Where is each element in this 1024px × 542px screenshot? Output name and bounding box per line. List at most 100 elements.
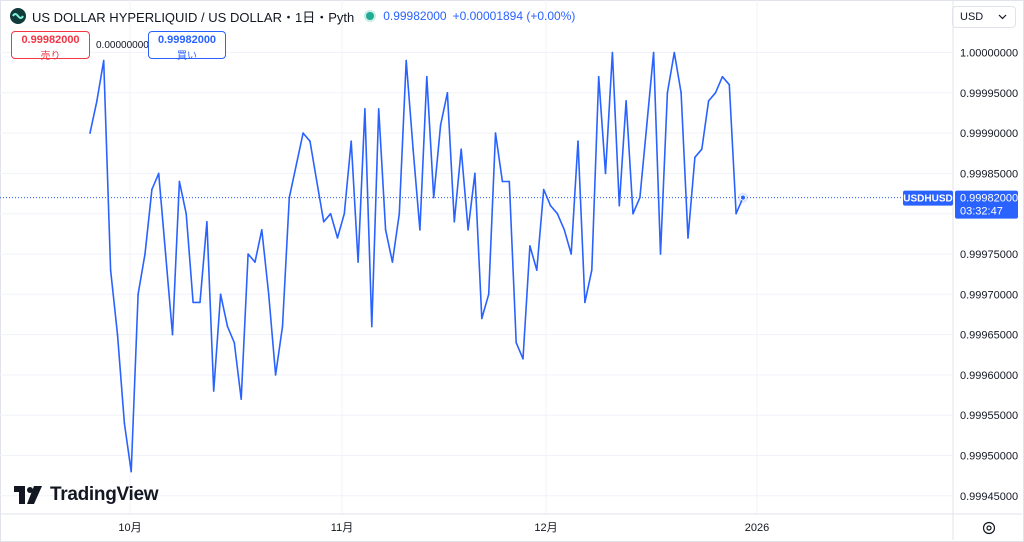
data-point xyxy=(549,204,552,207)
logo-text: TradingView xyxy=(50,484,159,505)
currency-selector[interactable]: USD xyxy=(952,6,1016,28)
y-tick-label: 0.99990000 xyxy=(960,128,1018,140)
data-point xyxy=(728,83,731,86)
data-point xyxy=(391,261,394,263)
data-point xyxy=(556,212,559,215)
data-point xyxy=(384,229,387,231)
tradingview-logo[interactable]: TradingView xyxy=(14,484,159,506)
data-point xyxy=(185,212,188,215)
tradingview-logo-icon xyxy=(14,486,42,504)
data-point xyxy=(639,196,641,199)
buy-button[interactable]: 0.99982000 買い xyxy=(148,31,226,62)
data-point xyxy=(487,293,490,296)
data-point xyxy=(652,51,655,54)
x-tick-label: 11月 xyxy=(331,522,353,534)
data-point xyxy=(474,172,476,175)
data-point xyxy=(336,237,339,239)
symbol-title[interactable]: US DOLLAR HYPERLIQUID / US DOLLAR・1日・Pyt… xyxy=(32,9,355,25)
data-point xyxy=(659,253,662,255)
price-axis: 1.00000000 0.99995000 0.99990000 0.99985000… xyxy=(960,48,1018,503)
data-point xyxy=(116,333,119,336)
data-point xyxy=(240,398,243,400)
data-point xyxy=(721,75,724,78)
sell-label: 売り xyxy=(40,51,61,62)
data-point xyxy=(645,124,648,126)
data-point xyxy=(666,92,669,94)
data-point xyxy=(426,75,428,78)
data-point xyxy=(164,253,167,255)
data-point xyxy=(529,245,531,247)
data-point xyxy=(137,293,139,296)
last-point-marker xyxy=(738,192,748,203)
data-point xyxy=(377,108,380,110)
data-point xyxy=(151,188,153,191)
data-point xyxy=(680,92,682,94)
price-tag-value: 0.99982000 xyxy=(960,193,1018,205)
data-point xyxy=(446,92,449,94)
market-status-dot[interactable] xyxy=(366,12,375,20)
data-point xyxy=(597,75,600,78)
price-series-line xyxy=(89,51,744,473)
settings-button[interactable] xyxy=(980,519,998,537)
data-point xyxy=(618,204,621,207)
data-point xyxy=(343,212,346,215)
data-point xyxy=(700,148,703,151)
data-point xyxy=(247,253,249,255)
data-point xyxy=(687,237,689,239)
data-point xyxy=(316,180,318,183)
x-tick-label: 2026 xyxy=(745,522,769,534)
data-point xyxy=(302,132,304,134)
y-tick-label: 0.99960000 xyxy=(960,370,1018,382)
data-point xyxy=(535,269,538,271)
price-tag-countdown: 03:32:47 xyxy=(960,206,1003,218)
sell-button[interactable]: 0.99982000 売り xyxy=(11,31,90,62)
data-point xyxy=(714,92,717,94)
buy-label: 買い xyxy=(177,51,197,62)
data-point xyxy=(501,180,504,183)
x-tick-label: 10月 xyxy=(118,522,141,534)
data-point xyxy=(494,132,497,134)
y-tick-label: 0.99985000 xyxy=(960,168,1018,180)
data-point xyxy=(102,59,105,62)
data-point xyxy=(357,261,359,263)
data-point xyxy=(522,357,524,360)
last-price-value: 0.99982000 xyxy=(383,9,447,23)
data-point xyxy=(267,293,270,296)
data-point xyxy=(130,470,133,473)
buy-price: 0.99982000 xyxy=(157,34,217,46)
data-point xyxy=(233,341,236,344)
data-point xyxy=(542,188,545,191)
data-point xyxy=(322,220,325,223)
gear-icon xyxy=(982,521,996,535)
y-tick-label: 0.99955000 xyxy=(960,410,1018,422)
data-point xyxy=(439,124,442,126)
data-point xyxy=(453,220,456,223)
data-point xyxy=(405,59,407,62)
data-point xyxy=(309,140,311,142)
series-points xyxy=(89,51,744,473)
data-point xyxy=(254,261,256,263)
data-point xyxy=(432,196,435,199)
y-tick-label: 0.99970000 xyxy=(960,289,1018,301)
data-point xyxy=(171,333,174,336)
y-tick-label: 0.99995000 xyxy=(960,88,1018,100)
y-tick-label: 0.99950000 xyxy=(960,451,1018,463)
data-point xyxy=(419,229,421,231)
data-point xyxy=(673,51,676,54)
data-point xyxy=(694,156,696,159)
data-point xyxy=(481,317,483,320)
data-point xyxy=(295,164,298,167)
data-point xyxy=(364,108,366,110)
data-point xyxy=(212,390,215,392)
data-point xyxy=(261,229,263,231)
data-point xyxy=(412,148,414,151)
data-point xyxy=(590,269,593,271)
data-point xyxy=(515,341,517,344)
y-tick-label: 0.99975000 xyxy=(960,249,1018,261)
symbol-logo-icon[interactable] xyxy=(10,8,26,24)
y-tick-label: 0.99945000 xyxy=(960,491,1018,503)
currency-value: USD xyxy=(960,11,984,23)
data-point xyxy=(584,301,586,304)
